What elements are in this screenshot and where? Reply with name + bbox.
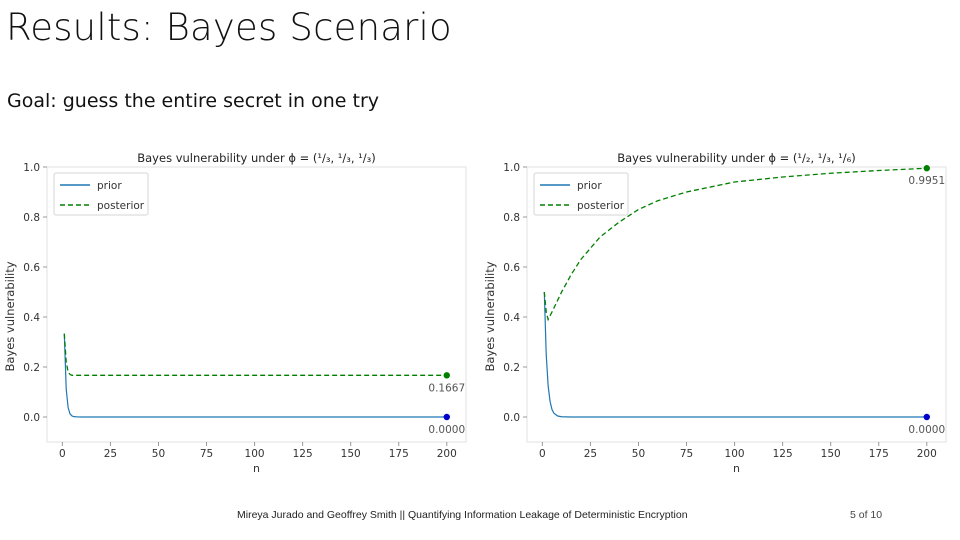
page-number: 5 of 10: [850, 509, 883, 521]
legend-label-posterior: posterior: [577, 200, 625, 212]
value-annotation: 0.9951: [908, 175, 945, 187]
endpoint-marker: [923, 165, 930, 172]
x-tick-label: 25: [584, 448, 597, 460]
chart-title: Bayes vulnerability under ϕ = (¹/₃, ¹/₃,…: [137, 151, 376, 165]
y-tick-label: 0.8: [23, 212, 40, 224]
x-axis-label: n: [733, 462, 740, 475]
x-tick-label: 175: [389, 448, 409, 460]
y-tick-label: 0.0: [503, 412, 520, 424]
x-tick-label: 100: [245, 448, 265, 460]
y-tick-label: 0.4: [23, 312, 40, 324]
x-tick-label: 100: [725, 448, 745, 460]
x-tick-label: 125: [773, 448, 793, 460]
x-tick-label: 75: [200, 448, 213, 460]
endpoint-marker: [923, 413, 930, 421]
slide-title: Results: Bayes Scenario: [6, 6, 452, 49]
x-tick-label: 0: [59, 448, 66, 460]
x-tick-label: 150: [821, 448, 841, 460]
x-axis-label: n: [253, 462, 260, 475]
endpoint-marker: [443, 413, 450, 421]
x-tick-label: 50: [632, 448, 645, 460]
x-tick-label: 25: [104, 448, 117, 460]
chart-right: Bayes vulnerability under ϕ = (¹/₂, ¹/₃,…: [480, 148, 960, 478]
y-tick-label: 0.6: [503, 262, 520, 274]
legend-label-prior: prior: [577, 180, 602, 192]
footer-text: Mireya Jurado and Geoffrey Smith || Quan…: [237, 509, 688, 521]
x-tick-label: 0: [539, 448, 546, 460]
chart-left: Bayes vulnerability under ϕ = (¹/₃, ¹/₃,…: [0, 148, 480, 478]
y-tick-label: 0.6: [23, 262, 40, 274]
x-tick-label: 150: [341, 448, 361, 460]
endpoint-marker: [443, 372, 450, 379]
y-tick-label: 0.8: [503, 212, 520, 224]
series-line-posterior: [63, 333, 447, 376]
x-tick-label: 75: [680, 448, 693, 460]
series-line-prior: [63, 333, 447, 418]
chart-title: Bayes vulnerability under ϕ = (¹/₂, ¹/₃,…: [617, 151, 856, 165]
series-line-posterior: [543, 167, 927, 322]
series-line-prior: [543, 291, 927, 418]
legend-label-prior: prior: [97, 180, 122, 192]
goal-text: Goal: guess the entire secret in one try: [7, 90, 380, 112]
y-axis-label: Bayes vulnerability: [483, 261, 497, 371]
y-tick-label: 1.0: [503, 162, 520, 174]
y-tick-label: 0.2: [503, 362, 520, 374]
y-tick-label: 1.0: [23, 162, 40, 174]
value-annotation: 0.1667: [428, 382, 465, 394]
chart-right-svg: Bayes vulnerability under ϕ = (¹/₂, ¹/₃,…: [483, 151, 947, 475]
chart-left-svg: Bayes vulnerability under ϕ = (¹/₃, ¹/₃,…: [3, 151, 467, 475]
value-annotation: 0.0000: [908, 424, 945, 436]
x-tick-label: 200: [917, 448, 937, 460]
y-tick-label: 0.0: [23, 412, 40, 424]
x-tick-label: 200: [437, 448, 457, 460]
x-tick-label: 175: [869, 448, 889, 460]
y-axis-label: Bayes vulnerability: [3, 261, 17, 371]
legend-label-posterior: posterior: [97, 200, 145, 212]
x-tick-label: 125: [293, 448, 313, 460]
x-tick-label: 50: [152, 448, 165, 460]
value-annotation: 0.0000: [428, 424, 465, 436]
y-tick-label: 0.4: [503, 312, 520, 324]
y-tick-label: 0.2: [23, 362, 40, 374]
